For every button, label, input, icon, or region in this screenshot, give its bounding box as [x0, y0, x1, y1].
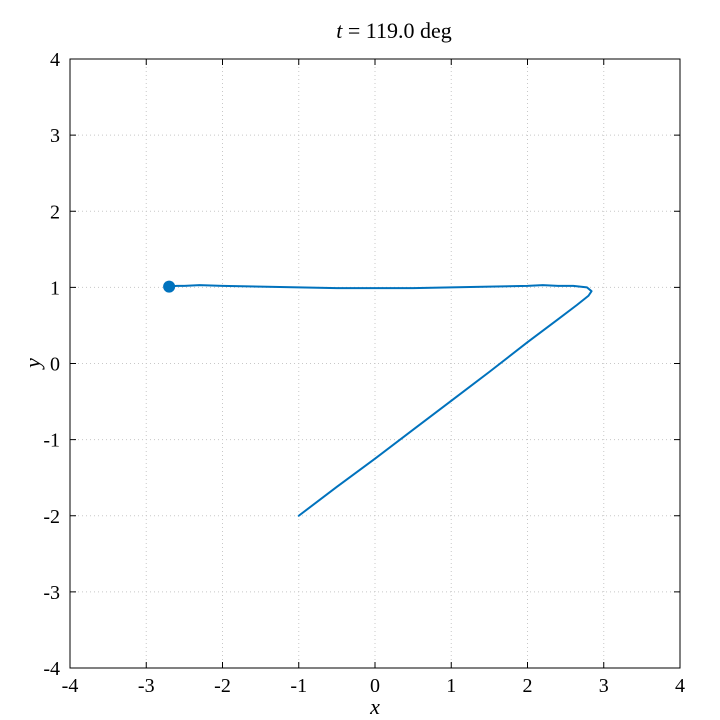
- x-tick-label: -1: [290, 675, 307, 697]
- y-tick-label: -2: [43, 506, 60, 528]
- grid: [70, 59, 680, 668]
- title-variable: t: [336, 18, 343, 43]
- title-value: = 119.0 deg: [342, 18, 451, 43]
- axis-ticks: [69, 58, 681, 669]
- y-axis-label: y: [20, 358, 45, 370]
- x-axis-label: x: [369, 694, 380, 719]
- x-tick-label: 0: [370, 675, 380, 697]
- x-tick-label: -4: [62, 675, 79, 697]
- x-tick-label: 3: [599, 675, 609, 697]
- y-tick-label: 0: [50, 354, 60, 376]
- x-tick-label: 1: [446, 675, 456, 697]
- y-tick-label: 4: [50, 49, 60, 71]
- y-tick-labels: -4 -3 -2 -1 0 1 2 3 4: [43, 49, 60, 680]
- x-tick-label: -2: [214, 675, 231, 697]
- y-tick-label: -1: [43, 430, 60, 452]
- y-tick-label: 3: [50, 125, 60, 147]
- x-tick-label: 2: [523, 675, 533, 697]
- y-tick-label: -3: [43, 582, 60, 604]
- chart-title: t = 119.0 deg: [336, 18, 451, 43]
- trajectory-line: [168, 284, 593, 517]
- x-tick-labels: -4 -3 -2 -1 0 1 2 3 4: [62, 675, 685, 697]
- x-tick-label: -3: [138, 675, 155, 697]
- y-tick-label: 1: [50, 277, 60, 299]
- y-tick-label: -4: [43, 658, 60, 680]
- x-tick-label: 4: [675, 675, 685, 697]
- y-tick-label: 2: [50, 201, 60, 223]
- position-marker: [163, 280, 176, 293]
